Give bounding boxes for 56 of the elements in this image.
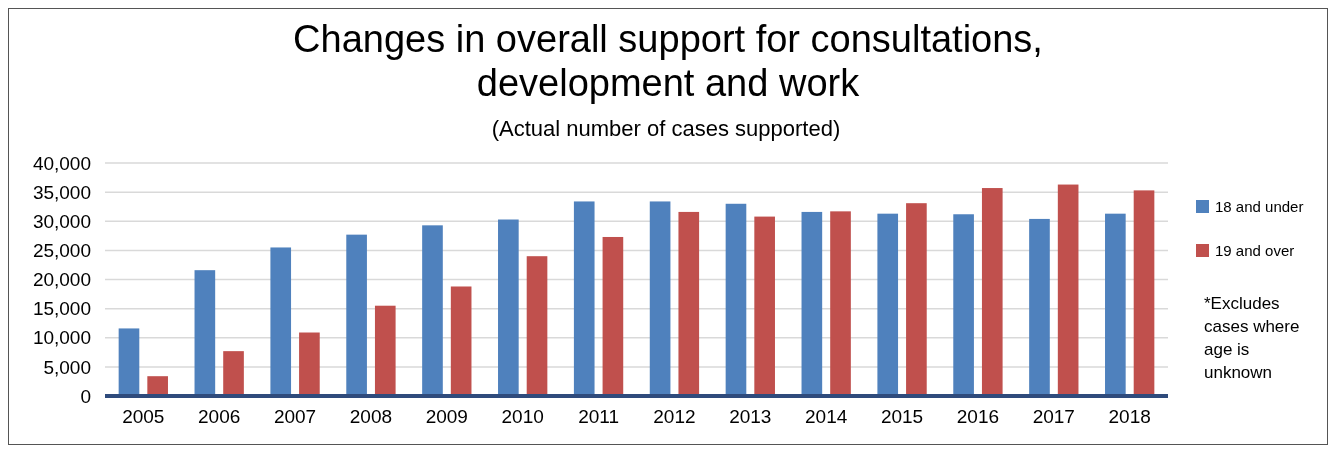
bar [877, 213, 899, 396]
x-tick-label: 2013 [729, 406, 772, 427]
y-tick-label: 20,000 [32, 269, 91, 291]
bar [498, 219, 519, 396]
bar [906, 203, 927, 396]
bar [223, 351, 244, 396]
bar [1029, 218, 1050, 396]
bar [450, 286, 472, 396]
bar [649, 201, 671, 396]
bar [1133, 190, 1155, 396]
y-tick-label: 25,000 [32, 240, 91, 262]
bar [754, 216, 775, 396]
bar [299, 332, 320, 396]
x-tick-label: 2007 [273, 406, 317, 427]
x-tick-label: 2014 [805, 406, 848, 427]
y-tick-label: 40,000 [32, 152, 91, 174]
legend-label: 19 and over [1215, 241, 1295, 259]
y-tick-label: 10,000 [32, 327, 91, 349]
legend-label: 18 and under [1215, 197, 1304, 215]
bar [526, 256, 548, 396]
bar [953, 214, 974, 396]
y-tick-label: 0 [80, 385, 91, 407]
bar [573, 201, 595, 396]
y-tick-label: 15,000 [32, 298, 91, 320]
bar [346, 234, 367, 396]
chart-title: Changes in overall support for consultations, development and work [293, 18, 1043, 104]
y-tick-label: 5,000 [43, 356, 91, 378]
x-tick-label: 2012 [653, 406, 696, 427]
x-tick-label: 2008 [349, 406, 393, 427]
x-tick-label: 2018 [1108, 406, 1151, 427]
y-tick-label: 35,000 [32, 181, 91, 203]
bar [725, 203, 747, 396]
x-tick-label: 2006 [198, 406, 241, 427]
bar [1105, 213, 1126, 396]
bar [422, 225, 443, 396]
chart-subtitle: (Actual number of cases supported) [491, 116, 841, 141]
bar [1057, 184, 1079, 396]
x-tick-label: 2016 [956, 406, 1000, 427]
x-tick-label: 2010 [501, 406, 544, 427]
bar [602, 236, 624, 396]
x-tick-label: 2011 [578, 406, 619, 427]
bar [374, 305, 396, 396]
y-tick-label: 30,000 [32, 210, 91, 232]
bar [118, 328, 140, 396]
x-tick-label: 2015 [880, 406, 924, 427]
bar [678, 211, 700, 396]
bar [981, 188, 1003, 396]
bar [270, 247, 292, 396]
bar [147, 376, 168, 396]
x-tick-label: 2009 [425, 406, 468, 427]
text: *Excludes cases where age is unknown [1204, 294, 1300, 382]
x-tick-label: 2017 [1032, 406, 1075, 427]
bar [830, 211, 851, 396]
bar [194, 270, 216, 396]
bar [801, 211, 823, 396]
x-tick-label: 2005 [122, 406, 165, 427]
